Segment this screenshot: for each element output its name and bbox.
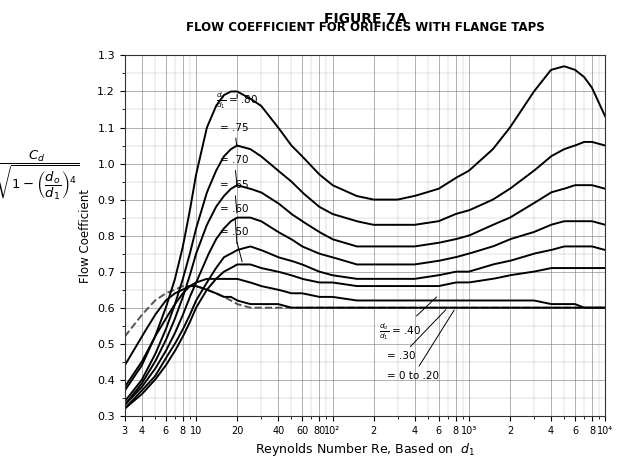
Text: = .70: = .70: [220, 155, 248, 184]
Text: = .75: = .75: [220, 122, 249, 146]
Text: $\frac{d_o}{d_1}$ = .40: $\frac{d_o}{d_1}$ = .40: [379, 297, 437, 341]
Text: = .50: = .50: [220, 227, 248, 262]
Text: $\frac{d_o}{d_1}$ = .80: $\frac{d_o}{d_1}$ = .80: [216, 90, 258, 111]
Text: FIGURE 7A: FIGURE 7A: [324, 12, 406, 25]
X-axis label: Reynolds Number Re, Based on  $d_1$: Reynolds Number Re, Based on $d_1$: [255, 441, 475, 458]
Text: $C = \dfrac{C_d}{\sqrt{1-\left(\dfrac{d_o}{d_1}\right)^4}}$: $C = \dfrac{C_d}{\sqrt{1-\left(\dfrac{d_…: [0, 149, 80, 202]
Text: = .30: = .30: [387, 310, 446, 361]
Text: FLOW COEFFICIENT FOR ORIFICES WITH FLANGE TAPS: FLOW COEFFICIENT FOR ORIFICES WITH FLANG…: [186, 21, 544, 34]
Text: = .60: = .60: [220, 204, 248, 243]
Text: = .65: = .65: [220, 180, 249, 213]
Text: = 0 to .20: = 0 to .20: [387, 310, 454, 381]
Y-axis label: Flow Coefficient: Flow Coefficient: [79, 188, 92, 283]
